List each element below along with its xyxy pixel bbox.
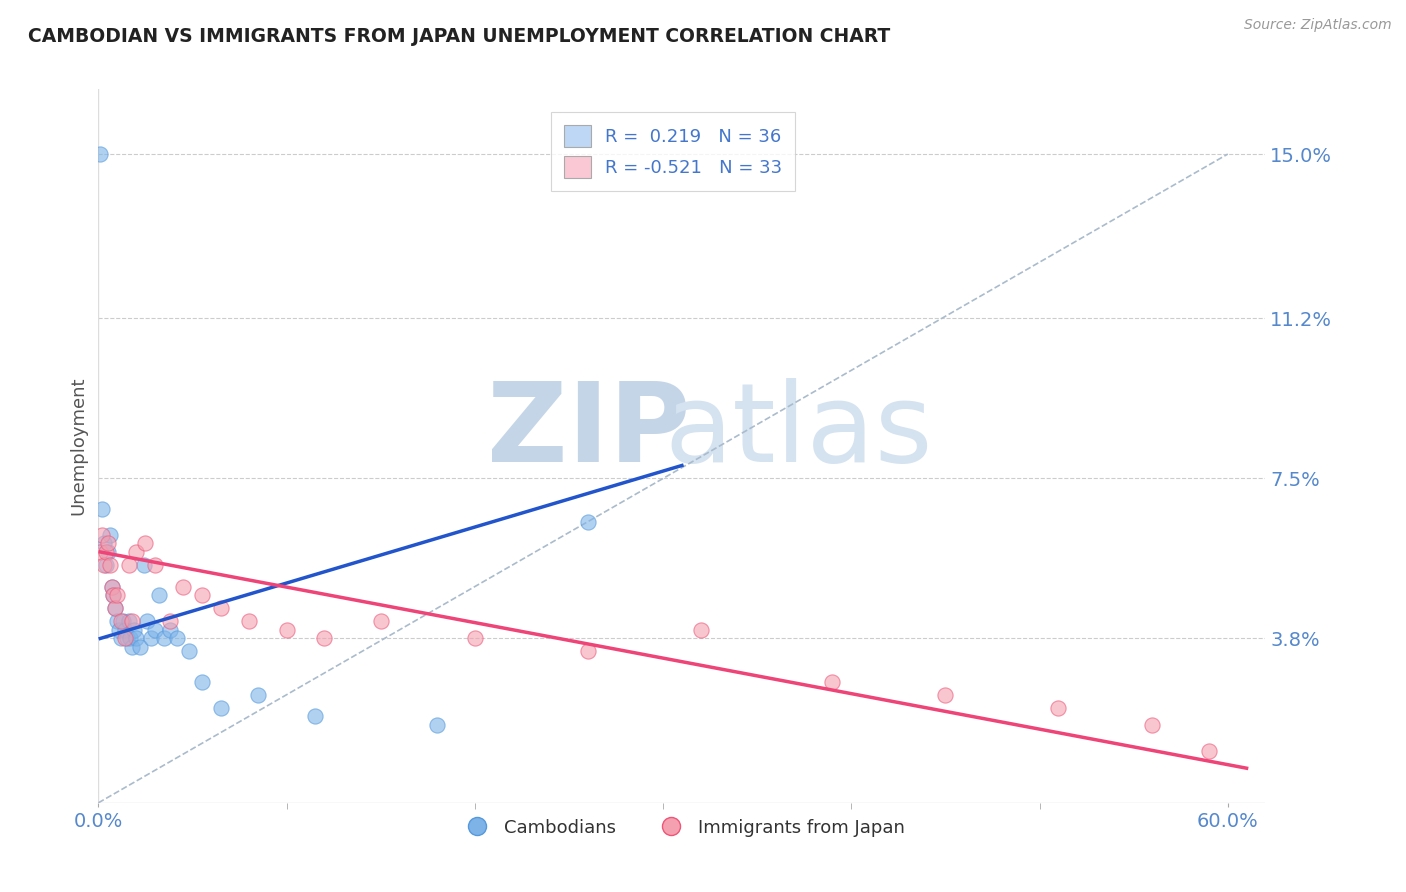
Point	[91, 527, 114, 541]
Text: atlas: atlas	[665, 378, 932, 485]
Legend: Cambodians, Immigrants from Japan: Cambodians, Immigrants from Japan	[453, 812, 911, 844]
Point	[122, 623, 145, 637]
Point	[94, 558, 117, 572]
Point	[143, 558, 166, 572]
Point	[105, 614, 128, 628]
Point	[100, 580, 122, 594]
Point	[191, 588, 214, 602]
Point	[125, 545, 148, 559]
Point	[143, 623, 166, 637]
Point	[117, 614, 139, 628]
Point	[134, 536, 156, 550]
Point	[120, 632, 142, 646]
Point	[121, 614, 143, 628]
Point	[153, 632, 176, 646]
Point	[108, 623, 131, 637]
Point	[191, 674, 214, 689]
Point	[89, 147, 111, 161]
Point	[209, 601, 232, 615]
Point	[93, 558, 115, 572]
Point	[166, 632, 188, 646]
Point	[464, 632, 486, 646]
Point	[104, 601, 127, 615]
Point	[105, 588, 128, 602]
Point	[97, 536, 120, 550]
Point	[576, 644, 599, 658]
Point	[314, 632, 336, 646]
Point	[114, 623, 136, 637]
Point	[1198, 744, 1220, 758]
Point	[91, 501, 114, 516]
Point	[121, 640, 143, 654]
Point	[172, 580, 194, 594]
Point	[98, 558, 121, 572]
Point	[1047, 700, 1070, 714]
Point	[97, 545, 120, 559]
Point	[98, 527, 121, 541]
Point	[89, 545, 111, 559]
Point	[177, 644, 200, 658]
Point	[139, 632, 162, 646]
Point	[148, 588, 170, 602]
Point	[132, 558, 155, 572]
Point	[136, 614, 159, 628]
Point	[125, 632, 148, 646]
Point	[304, 709, 326, 723]
Point	[370, 614, 392, 628]
Point	[821, 674, 844, 689]
Y-axis label: Unemployment: Unemployment	[69, 376, 87, 516]
Point	[117, 558, 139, 572]
Point	[110, 614, 132, 628]
Point	[576, 515, 599, 529]
Point	[100, 580, 122, 594]
Point	[426, 718, 449, 732]
Point	[104, 601, 127, 615]
Point	[93, 536, 115, 550]
Point	[209, 700, 232, 714]
Point	[238, 614, 260, 628]
Text: ZIP: ZIP	[486, 378, 690, 485]
Point	[159, 614, 181, 628]
Text: Source: ZipAtlas.com: Source: ZipAtlas.com	[1244, 18, 1392, 32]
Point	[115, 632, 138, 646]
Point	[94, 545, 117, 559]
Point	[276, 623, 298, 637]
Point	[934, 688, 956, 702]
Point	[103, 588, 125, 602]
Text: CAMBODIAN VS IMMIGRANTS FROM JAPAN UNEMPLOYMENT CORRELATION CHART: CAMBODIAN VS IMMIGRANTS FROM JAPAN UNEMP…	[28, 27, 890, 45]
Point	[114, 632, 136, 646]
Point	[247, 688, 270, 702]
Point	[103, 588, 125, 602]
Point	[689, 623, 711, 637]
Point	[110, 632, 132, 646]
Point	[111, 614, 134, 628]
Point	[1142, 718, 1164, 732]
Point	[159, 623, 181, 637]
Point	[128, 640, 150, 654]
